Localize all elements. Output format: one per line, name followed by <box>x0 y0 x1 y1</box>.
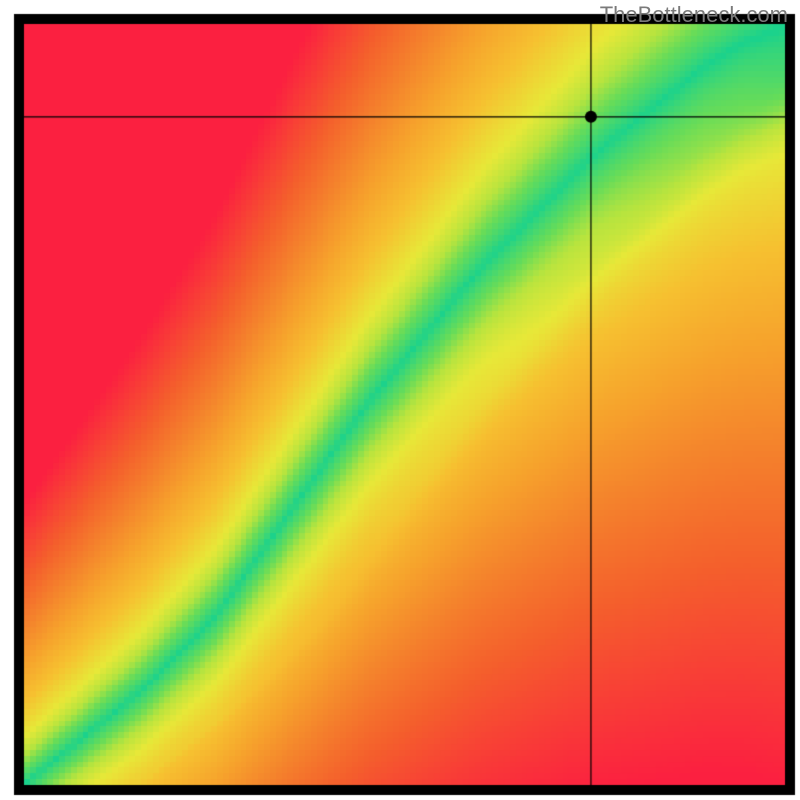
chart-container: TheBottleneck.com <box>0 0 800 800</box>
watermark-text: TheBottleneck.com <box>600 2 788 28</box>
heatmap-canvas <box>0 0 800 800</box>
